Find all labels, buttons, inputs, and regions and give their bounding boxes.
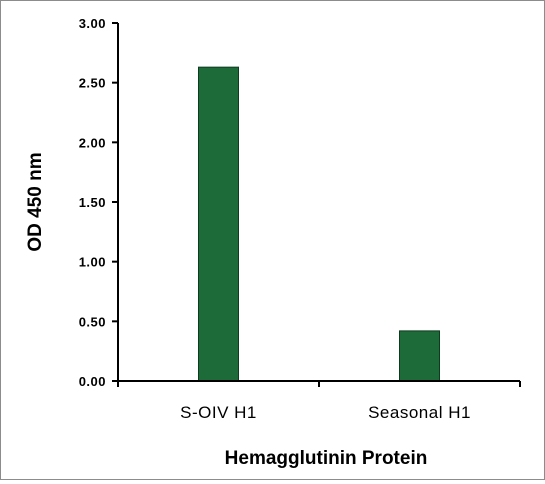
x-category-label: S-OIV H1 [180,403,257,422]
y-tick-label: 2.50 [79,76,106,91]
bars [198,66,440,382]
y-tick-label: 2.00 [79,135,106,150]
y-axis-ticks: 0.00 0.50 1.00 1.50 2.00 2.50 3.00 [79,16,118,389]
x-category-label: Seasonal H1 [368,403,471,422]
y-tick-label: 0.50 [79,314,106,329]
y-tick-label: 3.00 [79,16,106,31]
bar-seasonal-h1 [399,330,440,382]
y-tick-label: 1.50 [79,195,106,210]
y-axis-title: OD 450 nm [25,152,46,251]
x-axis-ticks: S-OIV H1 Seasonal H1 [117,381,521,422]
y-tick-label: 1.00 [79,255,106,270]
bar-s-oiv-h1 [198,66,239,382]
x-axis-title: Hemagglutinin Protein [225,448,428,469]
y-tick-label: 0.00 [79,374,106,389]
